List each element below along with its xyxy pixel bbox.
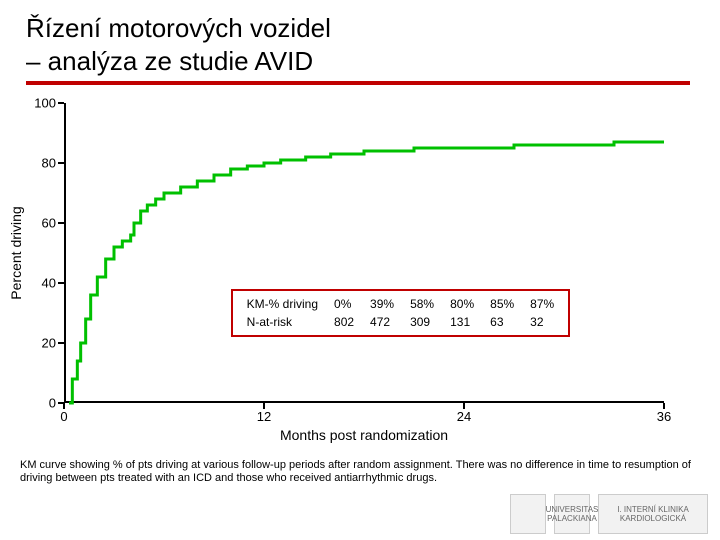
y-tick-label: 0 bbox=[49, 396, 56, 411]
km-cell: 80% bbox=[442, 295, 482, 313]
caption-text: KM curve showing % of pts driving at var… bbox=[20, 459, 700, 487]
km-row-percent: KM-% driving 0%39%58%80%85%87% bbox=[239, 295, 563, 313]
km-cell: 802 bbox=[326, 313, 362, 331]
km-cell: 58% bbox=[402, 295, 442, 313]
title-line-2: – analýza ze studie AVID bbox=[26, 46, 313, 76]
km-row2-label: N-at-risk bbox=[239, 313, 326, 331]
x-tick-label: 36 bbox=[657, 409, 671, 424]
x-tick-label: 12 bbox=[257, 409, 271, 424]
y-tick-label: 80 bbox=[42, 156, 56, 171]
y-tick-label: 60 bbox=[42, 216, 56, 231]
km-row-natrisk: N-at-risk 8024723091316332 bbox=[239, 313, 563, 331]
km-row1-label: KM-% driving bbox=[239, 295, 326, 313]
x-tick-mark bbox=[63, 403, 65, 409]
km-data-box: KM-% driving 0%39%58%80%85%87% N-at-risk… bbox=[231, 289, 571, 337]
y-tick-mark bbox=[58, 282, 64, 284]
km-cell: 63 bbox=[482, 313, 522, 331]
y-tick-label: 20 bbox=[42, 336, 56, 351]
title-rule-wrap bbox=[0, 81, 690, 85]
km-cell: 472 bbox=[362, 313, 402, 331]
y-tick-label: 100 bbox=[34, 96, 56, 111]
km-cell: 85% bbox=[482, 295, 522, 313]
km-cell: 39% bbox=[362, 295, 402, 313]
y-tick-mark bbox=[58, 342, 64, 344]
x-tick-label: 24 bbox=[457, 409, 471, 424]
km-chart: Percent driving Months post randomizatio… bbox=[64, 103, 664, 403]
x-axis-label: Months post randomization bbox=[280, 427, 448, 443]
y-tick-mark bbox=[58, 102, 64, 104]
km-cell: 131 bbox=[442, 313, 482, 331]
km-cell: 0% bbox=[326, 295, 362, 313]
footer-logos: UNIVERSITAS PALACKIANA I. INTERNÍ KLINIK… bbox=[510, 494, 708, 534]
km-curve bbox=[69, 142, 664, 403]
x-tick-mark bbox=[463, 403, 465, 409]
logo-university: UNIVERSITAS PALACKIANA bbox=[554, 494, 590, 534]
x-tick-label: 0 bbox=[60, 409, 67, 424]
y-tick-label: 40 bbox=[42, 276, 56, 291]
y-axis-label: Percent driving bbox=[8, 206, 24, 299]
logo-shield-icon bbox=[510, 494, 546, 534]
x-tick-mark bbox=[663, 403, 665, 409]
km-cell: 32 bbox=[522, 313, 562, 331]
logo-clinic: I. INTERNÍ KLINIKA KARDIOLOGICKÁ bbox=[598, 494, 708, 534]
y-tick-mark bbox=[58, 222, 64, 224]
km-line-plot bbox=[64, 103, 664, 403]
x-tick-mark bbox=[263, 403, 265, 409]
km-cell: 87% bbox=[522, 295, 562, 313]
page-title: Řízení motorových vozidel – analýza ze s… bbox=[0, 0, 720, 81]
km-cell: 309 bbox=[402, 313, 442, 331]
y-tick-mark bbox=[58, 162, 64, 164]
title-rule bbox=[26, 81, 690, 85]
title-line-1: Řízení motorových vozidel bbox=[26, 13, 331, 43]
